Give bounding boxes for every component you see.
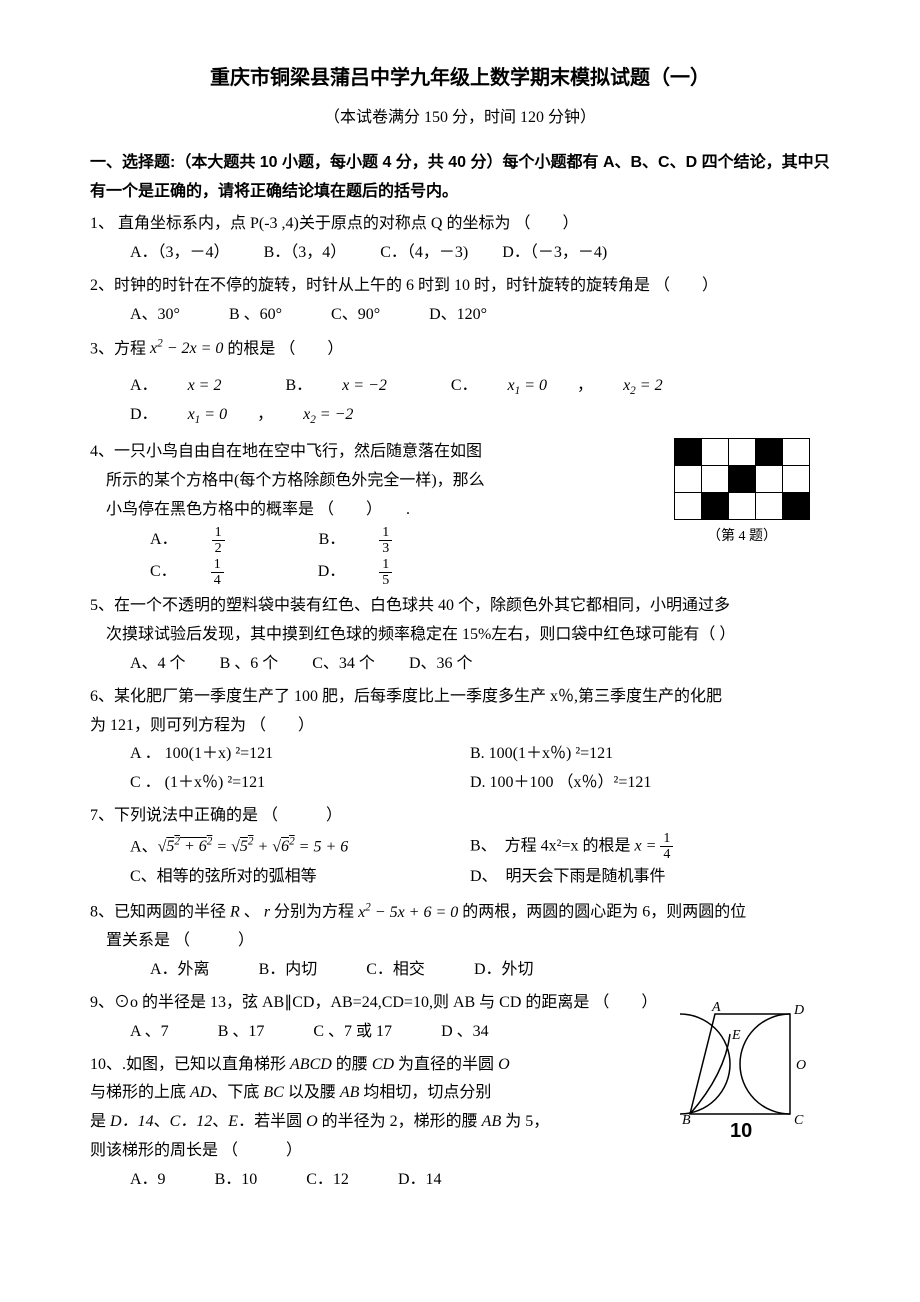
q8-equation: x2 − 5x + 6 = 0 <box>358 904 458 921</box>
q10-line1: 10、.如图，已知以直角梯形 ABCD 的腰 CD 为直径的半圆 O <box>90 1051 590 1080</box>
q7-opt-b: B、 方程 4x²=x 的根是 x = 14 <box>470 831 673 863</box>
q1-opt-b: B．（3，4） <box>264 239 347 268</box>
q3-options: A．x = 2 B．x = −2 C．x1 = 0，x2 = 2 D．x1 = … <box>90 372 830 431</box>
q9-q10-block: A D E O B C 10 9、⊙o 的半径是 13，弦 AB∥CD，AB=2… <box>90 989 830 1195</box>
q4-opt-b: B． 13 <box>319 525 453 557</box>
q9-opt-b: B 、17 <box>218 1018 265 1047</box>
q3-opt-d: D．x1 = 0，x2 = −2 <box>130 401 383 430</box>
q6-line2: 为 121，则可列方程为 （ ） <box>90 712 830 741</box>
q2-text: 2、时钟的时针在不停的旋转，时针从上午的 6 时到 10 时，时针旋转的旋转角是… <box>90 272 830 301</box>
page-title: 重庆市铜梁县蒲吕中学九年级上数学期末模拟试题（一） <box>90 60 830 96</box>
question-2: 2、时钟的时针在不停的旋转，时针从上午的 6 时到 10 时，时针旋转的旋转角是… <box>90 272 830 330</box>
svg-text:B: B <box>682 1113 691 1128</box>
q10-options: A．9 B．10 C．12 D．14 <box>90 1166 590 1195</box>
q9-opt-a: A 、7 <box>130 1018 169 1047</box>
q4-figure: （第 4 题） <box>674 438 810 549</box>
q7-opt-a: A、√52 + 62 = √52 + √62 = 5 + 6 <box>130 832 470 862</box>
q5-options: A、4 个 B 、6 个 C、34 个 D、36 个 <box>90 650 830 679</box>
q8-line2: 置关系是 （ ） <box>90 927 830 956</box>
question-6: 6、某化肥厂第一季度生产了 100 肥，后每季度比上一季度多生产 x％,第三季度… <box>90 683 830 798</box>
q7-text: 7、下列说法中正确的是 （ ） <box>90 802 830 831</box>
q3-opt-b: B．x = −2 <box>285 372 416 401</box>
question-9: 9、⊙o 的半径是 13，弦 AB∥CD，AB=24,CD=10,则 AB 与 … <box>90 989 830 1047</box>
q1-text: 1、 直角坐标系内，点 P(-3 ,4)关于原点的对称点 Q 的坐标为 （ ） <box>90 210 830 239</box>
section-1-header: 一、选择题:（本大题共 10 小题，每小题 4 分，共 40 分）每个小题都有 … <box>90 149 830 207</box>
q10-line2: 与梯形的上底 AD、下底 BC 以及腰 AB 均相切，切点分别 <box>90 1079 590 1108</box>
q9-text: 9、⊙o 的半径是 13，弦 AB∥CD，AB=24,CD=10,则 AB 与 … <box>90 989 830 1018</box>
q7-row2: C、相等的弦所对的弧相等 D、 明天会下雨是随机事件 <box>90 863 830 892</box>
question-10: 10、.如图，已知以直角梯形 ABCD 的腰 CD 为直径的半圆 O 与梯形的上… <box>90 1051 590 1195</box>
q8-opt-a: A．外离 <box>150 956 210 985</box>
q8-options: A．外离 B．内切 C．相交 D．外切 <box>90 956 830 985</box>
q8-line1: 8、已知两圆的半径 R 、 r 分别为方程 x2 − 5x + 6 = 0 的两… <box>90 897 830 927</box>
q8-opt-c: C．相交 <box>366 956 425 985</box>
question-8: 8、已知两圆的半径 R 、 r 分别为方程 x2 − 5x + 6 = 0 的两… <box>90 897 830 985</box>
q4-line1: 4、一只小鸟自由自在地在空中飞行，然后随意落在如图 <box>90 438 570 467</box>
page-subtitle: （本试卷满分 150 分，时间 120 分钟） <box>90 104 830 133</box>
q10-opt-a: A．9 <box>130 1166 166 1195</box>
q7-opt-c: C、相等的弦所对的弧相等 <box>130 863 470 892</box>
q4-grid <box>674 438 810 520</box>
q4-opt-a: A． 12 <box>150 525 285 557</box>
svg-text:O: O <box>796 1058 806 1073</box>
q10-line4: 则该梯形的周长是 （ ） <box>90 1137 590 1166</box>
q7-opt-d: D、 明天会下雨是随机事件 <box>470 863 666 892</box>
q5-opt-b: B 、6 个 <box>220 650 279 679</box>
q2-opt-b: B 、60° <box>229 301 282 330</box>
q3-opt-c: C．x1 = 0，x2 = 2 <box>451 372 693 401</box>
q7-row1: A、√52 + 62 = √52 + √62 = 5 + 6 B、 方程 4x²… <box>90 831 830 863</box>
q9-opt-c: C 、7 或 17 <box>313 1018 392 1047</box>
q1-opt-c: C．（4，－3) <box>380 239 468 268</box>
q2-options: A、30° B 、60° C、90° D、120° <box>90 301 830 330</box>
question-1: 1、 直角坐标系内，点 P(-3 ,4)关于原点的对称点 Q 的坐标为 （ ） … <box>90 210 830 268</box>
q1-options: A．（3，－4） B．（3，4） C．（4，－3) D．（－3，－4) <box>90 239 830 268</box>
q1-opt-d: D．（－3，－4) <box>502 239 607 268</box>
q3-equation: x2 − 2x = 0 <box>150 340 223 357</box>
q6-opt-c: C ． (1＋x％) ²=121 <box>130 769 470 798</box>
q10-opt-b: B．10 <box>215 1166 258 1195</box>
question-5: 5、在一个不透明的塑料袋中装有红色、白色球共 40 个，除颜色外其它都相同，小明… <box>90 592 830 678</box>
q10-opt-c: C．12 <box>306 1166 349 1195</box>
q10-line3: 是 D．14、C．12、E．若半圆 O 的半径为 2，梯形的腰 AB 为 5， <box>90 1108 590 1137</box>
q3-text: 3、方程 x2 − 2x = 0 的根是 （ ） <box>90 334 830 364</box>
q5-opt-d: D、36 个 <box>409 650 473 679</box>
q4-caption: （第 4 题） <box>674 524 810 549</box>
q4-line3: 小鸟停在黑色方格中的概率是 （ ） . <box>90 496 570 525</box>
q4-opt-d: D． 15 <box>318 557 453 589</box>
q8-opt-d: D．外切 <box>474 956 534 985</box>
q2-opt-a: A、30° <box>130 301 180 330</box>
q5-opt-c: C、34 个 <box>312 650 375 679</box>
q4-opt-c: C． 14 <box>150 557 284 589</box>
q2-opt-c: C、90° <box>331 301 380 330</box>
q6-options: A ． 100(1＋x) ²=121 B. 100(1＋x％) ²=121 <box>90 740 830 769</box>
q9-options: A 、7 B 、17 C 、7 或 17 D 、34 <box>90 1018 830 1047</box>
q10-opt-d: D．14 <box>398 1166 442 1195</box>
q1-opt-a: A．（3，－4） <box>130 239 230 268</box>
svg-text:10: 10 <box>730 1120 752 1139</box>
q6-line1: 6、某化肥厂第一季度生产了 100 肥，后每季度比上一季度多生产 x％,第三季度… <box>90 683 830 712</box>
q9-opt-d: D 、34 <box>441 1018 489 1047</box>
q3-opt-a: A．x = 2 <box>130 372 251 401</box>
q4-options: A． 12 B． 13 C． 14 D． 15 <box>90 525 570 589</box>
question-7: 7、下列说法中正确的是 （ ） A、√52 + 62 = √52 + √62 =… <box>90 802 830 891</box>
q5-opt-a: A、4 个 <box>130 650 186 679</box>
q5-line1: 5、在一个不透明的塑料袋中装有红色、白色球共 40 个，除颜色外其它都相同，小明… <box>90 592 830 621</box>
question-4: （第 4 题） 4、一只小鸟自由自在地在空中飞行，然后随意落在如图 所示的某个方… <box>90 438 830 588</box>
q5-line2: 次摸球试验后发现，其中摸到红色球的频率稳定在 15%左右，则口袋中红色球可能有（… <box>90 621 830 650</box>
q8-opt-b: B．内切 <box>259 956 318 985</box>
q6-opt-b: B. 100(1＋x％) ²=121 <box>470 740 613 769</box>
q6-opt-d: D. 100＋100 （x％）²=121 <box>470 769 651 798</box>
q4-line2: 所示的某个方格中(每个方格除颜色外完全一样)，那么 <box>90 467 570 496</box>
svg-text:C: C <box>794 1113 804 1128</box>
q2-opt-d: D、120° <box>429 301 487 330</box>
question-3: 3、方程 x2 − 2x = 0 的根是 （ ） A．x = 2 B．x = −… <box>90 334 830 431</box>
q6-opt-a: A ． 100(1＋x) ²=121 <box>130 740 470 769</box>
